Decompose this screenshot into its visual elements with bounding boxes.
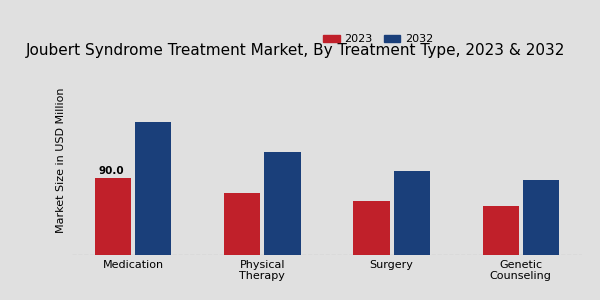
Bar	[224, 193, 260, 255]
Y-axis label: Market Size in USD Million: Market Size in USD Million	[56, 88, 67, 233]
Bar	[135, 122, 172, 255]
Bar	[353, 201, 389, 255]
Legend: 2023, 2032: 2023, 2032	[319, 30, 437, 49]
Text: 90.0: 90.0	[99, 166, 124, 176]
Bar	[523, 180, 559, 255]
Bar	[394, 171, 430, 255]
Bar	[265, 152, 301, 255]
Text: Joubert Syndrome Treatment Market, By Treatment Type, 2023 & 2032: Joubert Syndrome Treatment Market, By Tr…	[26, 43, 565, 58]
Bar	[482, 206, 519, 255]
Bar	[95, 178, 131, 255]
